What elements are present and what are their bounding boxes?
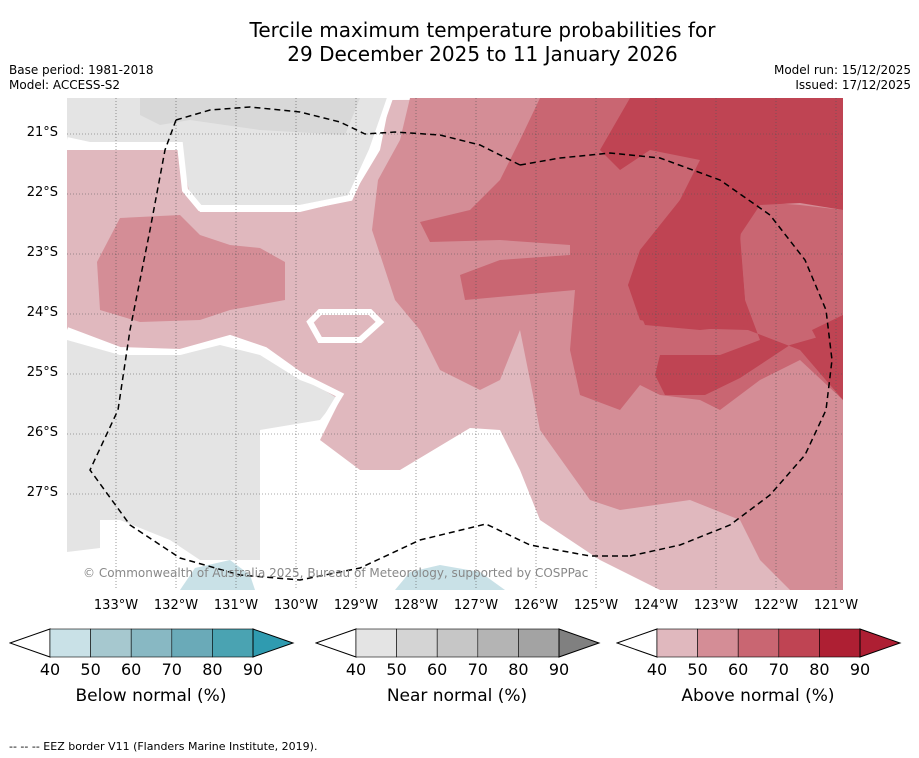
colorbar-max-extension: [558, 628, 601, 658]
colorbar-segment: [819, 628, 861, 658]
longitude-label: 132°W: [153, 598, 199, 613]
colorbar-segment: [90, 628, 132, 658]
colorbar-tick: 50: [80, 660, 101, 679]
colorbar-segment: [355, 628, 397, 658]
colorbar-tick: 80: [202, 660, 223, 679]
title-line-2: 29 December 2025 to 11 January 2026: [287, 42, 678, 66]
issued-date: Issued: 17/12/2025: [795, 78, 911, 92]
model-run: Model run: 15/12/2025: [773, 63, 911, 77]
copyright-notice: © Commonwealth of Australia 2025, Bureau…: [83, 566, 588, 580]
longitude-label: 123°W: [693, 598, 739, 613]
colorbar-segment: [49, 628, 91, 658]
longitude-label: 127°W: [453, 598, 499, 613]
near-normal-region-north-dark: [140, 98, 360, 135]
eez-border-west: [89, 106, 630, 581]
colorbar-0: [9, 628, 295, 658]
colorbar-2: [616, 628, 902, 658]
longitude-label: 126°W: [513, 598, 559, 613]
title-line-1: Tercile maximum temperature probabilitie…: [249, 18, 716, 42]
colorbar-segment: [212, 628, 254, 658]
colorbar-min-extension: [9, 628, 51, 658]
colorbar-tick: 70: [161, 660, 182, 679]
colorbar-segment: [778, 628, 820, 658]
meta-right: Model run: 15/12/2025 Issued: 17/12/2025: [774, 63, 911, 93]
colorbar-segment: [477, 628, 519, 658]
longitude-label: 133°W: [93, 598, 139, 613]
colorbar-segment: [737, 628, 780, 658]
latitude-label: 23°S: [26, 245, 58, 260]
eez-border-east: [519, 152, 833, 557]
latitude-label: 21°S: [26, 125, 58, 140]
colorbar-tick: 80: [809, 660, 830, 679]
colorbar-min-extension: [616, 628, 658, 658]
longitude-label: 122°W: [753, 598, 799, 613]
colorbar-max-extension: [859, 628, 902, 658]
near-normal-region-southwest: [67, 340, 340, 560]
chart-title: Tercile maximum temperature probabilitie…: [0, 18, 919, 66]
colorbar-tick: 70: [768, 660, 789, 679]
colorbar-tick: 50: [687, 660, 708, 679]
colorbar-tick: 90: [242, 660, 264, 679]
longitude-label: 131°W: [213, 598, 259, 613]
colorbar-tick: 60: [121, 660, 142, 679]
colorbar-label: Near normal (%): [386, 686, 528, 706]
colorbar-label: Below normal (%): [75, 686, 227, 706]
colorbar-tick: 40: [646, 660, 668, 679]
latitude-label: 26°S: [26, 425, 58, 440]
longitude-label: 130°W: [273, 598, 319, 613]
colorbar-1: [315, 628, 601, 658]
latitude-label: 22°S: [26, 185, 58, 200]
colorbar-tick: 50: [386, 660, 407, 679]
below-normal-patch-2: [395, 565, 505, 590]
longitude-label: 124°W: [633, 598, 679, 613]
model-name: Model: ACCESS-S2: [9, 78, 121, 92]
colorbar-segment: [518, 628, 560, 658]
colorbar-segment: [396, 628, 438, 658]
longitude-label: 121°W: [813, 598, 859, 613]
colorbar-segment: [697, 628, 739, 658]
graticule: [67, 98, 843, 590]
colorbar-label: Above normal (%): [681, 686, 835, 706]
above-normal-70-core: [628, 175, 748, 330]
longitude-label: 128°W: [393, 598, 439, 613]
region-boundary-center: [306, 309, 385, 343]
longitude-label: 129°W: [333, 598, 379, 613]
colorbar-tick: 90: [548, 660, 570, 679]
colorbar-tick: 70: [467, 660, 488, 679]
longitude-label: 125°W: [573, 598, 619, 613]
above-normal-50-region-west: [97, 215, 285, 322]
latitude-label: 25°S: [26, 365, 58, 380]
colorbar-tick: 60: [427, 660, 448, 679]
colorbar-tick: 40: [39, 660, 61, 679]
colorbar-tick: 80: [508, 660, 529, 679]
above-normal-70-east: [812, 315, 843, 360]
base-period: Base period: 1981-2018: [9, 63, 154, 77]
region-boundary-north: [67, 98, 393, 211]
meta-left: Base period: 1981-2018 Model: ACCESS-S2: [9, 63, 154, 93]
footer-note: -- -- -- EEZ border V11 (Flanders Marine…: [9, 740, 318, 753]
region-boundary-south: [67, 327, 345, 430]
colorbar-min-extension: [315, 628, 357, 658]
colorbar-segment: [130, 628, 173, 658]
latitude-label: 24°S: [26, 305, 58, 320]
colorbar-segment: [656, 628, 698, 658]
latitude-label: 27°S: [26, 485, 58, 500]
colorbar-tick: 40: [345, 660, 367, 679]
colorbar-segment: [171, 628, 213, 658]
colorbar-tick: 60: [728, 660, 749, 679]
colorbar-segment: [436, 628, 479, 658]
colorbar-tick: 90: [849, 660, 871, 679]
below-normal-patch-1: [180, 560, 255, 590]
colorbar-max-extension: [252, 628, 295, 658]
